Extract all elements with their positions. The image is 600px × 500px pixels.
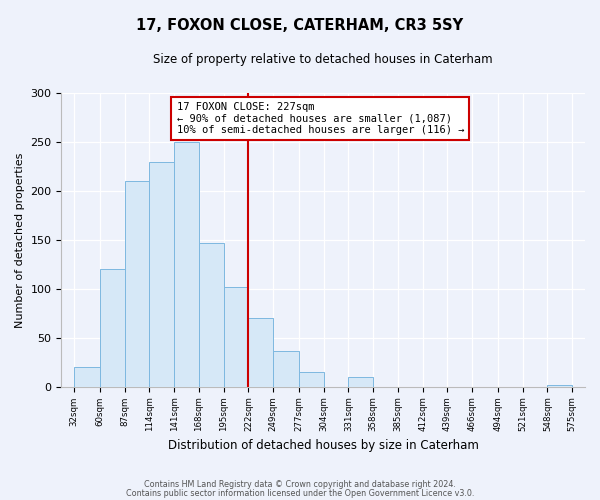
Bar: [248, 318, 273, 386]
Bar: [199, 242, 224, 386]
Bar: [349, 377, 373, 386]
Text: Contains HM Land Registry data © Crown copyright and database right 2024.: Contains HM Land Registry data © Crown c…: [144, 480, 456, 489]
Bar: [273, 352, 299, 386]
Bar: [149, 162, 174, 386]
Text: 17 FOXON CLOSE: 227sqm
← 90% of detached houses are smaller (1,087)
10% of semi-: 17 FOXON CLOSE: 227sqm ← 90% of detached…: [176, 102, 464, 135]
Y-axis label: Number of detached properties: Number of detached properties: [15, 152, 25, 328]
Bar: [547, 384, 572, 386]
Bar: [125, 181, 149, 386]
Title: Size of property relative to detached houses in Caterham: Size of property relative to detached ho…: [154, 52, 493, 66]
Bar: [174, 142, 199, 386]
Bar: [299, 372, 323, 386]
Bar: [100, 269, 125, 386]
X-axis label: Distribution of detached houses by size in Caterham: Distribution of detached houses by size …: [168, 440, 479, 452]
Bar: [74, 367, 100, 386]
Text: Contains public sector information licensed under the Open Government Licence v3: Contains public sector information licen…: [126, 488, 474, 498]
Bar: [224, 287, 248, 386]
Text: 17, FOXON CLOSE, CATERHAM, CR3 5SY: 17, FOXON CLOSE, CATERHAM, CR3 5SY: [136, 18, 464, 32]
